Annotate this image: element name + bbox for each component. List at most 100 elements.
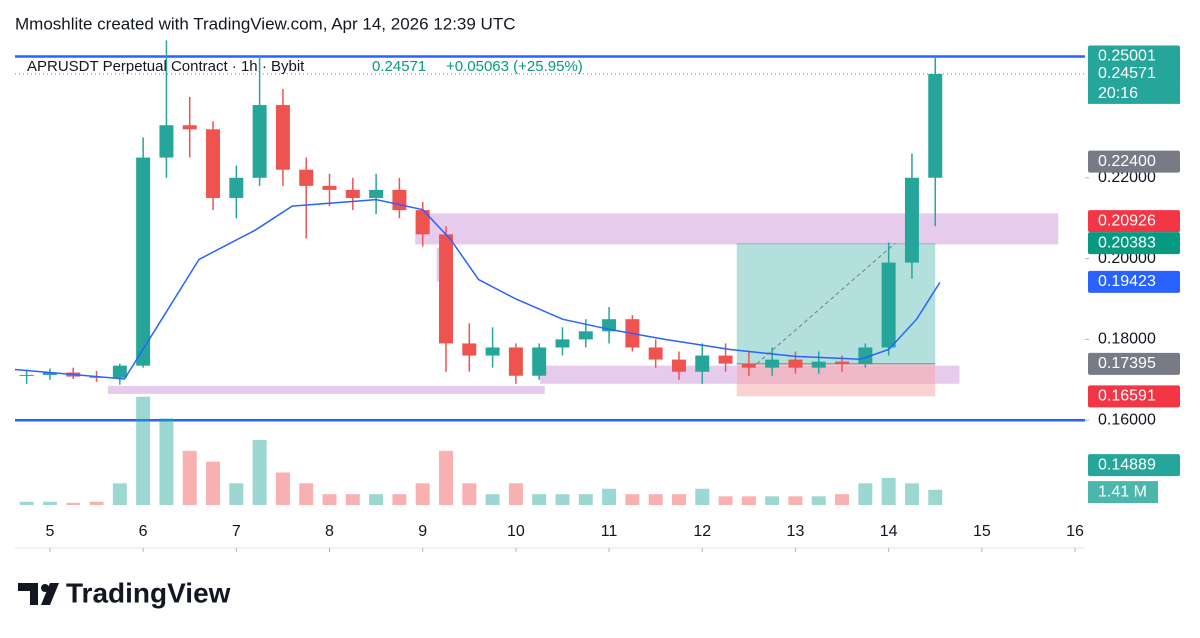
volume-bar: [835, 494, 850, 505]
volume-bar: [578, 494, 593, 505]
volume-bar: [508, 483, 523, 505]
moving-average: [15, 198, 941, 380]
candle-body: [439, 234, 453, 344]
x-tick-label: 12: [693, 523, 711, 540]
volume-bar: [369, 494, 384, 505]
logo: [18, 583, 59, 605]
volume-bar: [555, 494, 570, 505]
volume-bar: [136, 396, 151, 505]
volume-bar: [392, 494, 407, 505]
price-label: 0.16591: [1098, 388, 1156, 405]
candle-body: [322, 185, 337, 190]
candle-body: [508, 347, 523, 376]
candle-body: [835, 361, 850, 364]
x-tick-label: 10: [507, 523, 525, 540]
candle-body: [485, 347, 500, 356]
candle-body: [182, 125, 197, 130]
volume-bar: [881, 477, 896, 505]
candle-body: [904, 177, 919, 263]
volume-bar: [19, 501, 34, 505]
volume-bar: [811, 496, 826, 505]
volume-bar: [625, 494, 640, 505]
volume-bar: [229, 483, 244, 505]
candle-body: [695, 355, 710, 372]
y-tick-label: 0.18000: [1098, 331, 1156, 348]
volume-bar: [858, 483, 873, 505]
volume-bar: [602, 488, 617, 505]
zone: [415, 213, 1059, 245]
candle-body: [345, 189, 360, 198]
price-label: 0.20383: [1098, 234, 1156, 251]
countdown-box: [1088, 83, 1180, 104]
price-label-box: [1088, 45, 1180, 68]
volume-bar: [532, 494, 547, 505]
volume-bar: [112, 483, 127, 505]
x-tick-label: 13: [787, 523, 805, 540]
price-label-box: [1088, 352, 1180, 375]
volume-bar: [159, 418, 174, 505]
price-label: 0.25001: [1098, 48, 1156, 65]
x-tick-label: 11: [601, 523, 618, 540]
candle-body: [112, 365, 127, 378]
candle-body: [136, 157, 151, 366]
x-tick-label: 6: [139, 523, 148, 540]
volume-bar: [275, 472, 290, 505]
candle-body: [42, 372, 57, 375]
volume-bar: [485, 494, 500, 505]
candle-body: [741, 363, 756, 368]
volume-bar: [788, 496, 803, 505]
volume-bar: [252, 440, 267, 505]
x-tick-label: 9: [418, 523, 427, 540]
position-profit: [736, 243, 936, 364]
change: +0.05063 (+25.95%): [446, 58, 583, 75]
volume-bar: [322, 494, 337, 505]
candle-body: [671, 359, 686, 372]
price-label-box: [1088, 385, 1180, 408]
x-tick-label: 14: [880, 523, 898, 540]
candle-body: [718, 355, 733, 364]
candle-body: [555, 339, 570, 348]
x-tick-label: 15: [973, 523, 991, 540]
volume-label-box: [1088, 481, 1158, 504]
candle-body: [369, 189, 384, 198]
volume-bar: [89, 501, 104, 505]
candle-body: [858, 347, 873, 364]
candle-body: [275, 105, 290, 170]
position-path: [756, 242, 896, 365]
volume-bar: [182, 450, 197, 505]
price-label: 0.24571: [1098, 65, 1156, 82]
volume-bar: [741, 496, 756, 505]
price-pane: [15, 40, 1085, 505]
brand: TradingView: [66, 577, 231, 608]
header: Mmoshlite created with TradingView.com, …: [15, 14, 516, 33]
price-label: 0.19423: [1098, 273, 1156, 290]
price-label-box: [1088, 232, 1180, 255]
candle-body: [252, 105, 267, 178]
candle-body: [299, 169, 314, 186]
price-label: 0.14889: [1098, 456, 1156, 473]
volume-bar: [415, 483, 430, 505]
volume-bar: [928, 489, 943, 505]
price-label-box: [1088, 454, 1180, 477]
candle-body: [229, 177, 244, 198]
price-label: 0.22400: [1098, 153, 1156, 170]
candle-body: [765, 359, 780, 368]
candle-body: [881, 262, 896, 348]
price-label: 0.17395: [1098, 355, 1156, 372]
y-tick-label: 0.16000: [1098, 411, 1156, 428]
candle-body: [159, 125, 174, 158]
volume-bar: [718, 496, 733, 505]
candle-body: [788, 359, 803, 368]
symbol: APRUSDT Perpetual Contract · 1h · Bybit: [27, 58, 305, 75]
candle-body: [928, 73, 943, 178]
volume-bar: [42, 501, 57, 505]
volume-bar: [439, 450, 453, 505]
candle-body: [19, 374, 34, 376]
price-label-box: [1088, 210, 1180, 233]
x-tick-label: 16: [1066, 523, 1084, 540]
price-label-box: [1088, 150, 1180, 173]
candle-body: [811, 361, 826, 368]
position-loss: [736, 363, 936, 397]
